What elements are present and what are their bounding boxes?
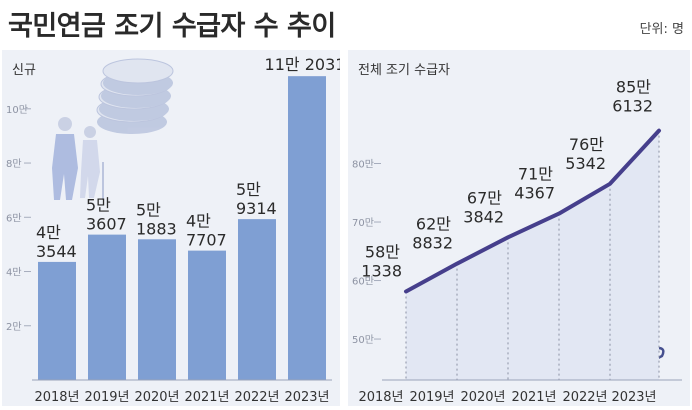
bar-value-label: 1883: [136, 219, 177, 238]
x-tick-label: 2023년: [611, 390, 656, 405]
y-tick-label: 10만: [6, 104, 28, 116]
bar-2022년: [238, 219, 276, 380]
point-value-label: 76만: [569, 135, 604, 154]
point-value-label: 6132: [612, 97, 653, 116]
bar-value-label: 3544: [36, 242, 77, 261]
total-recipients-line-chart: ₩50만60만70만80만58만13382018년62만88322019년67만…: [352, 78, 682, 405]
bar-value-label: 4만: [186, 212, 211, 231]
x-tick-label: 2020년: [460, 390, 505, 405]
point-value-label: 3842: [463, 207, 504, 226]
bar-2020년: [138, 239, 176, 380]
y-tick-label: 6만: [6, 212, 22, 224]
person-head: [84, 126, 96, 138]
x-tick-label: 2021년: [184, 390, 229, 405]
x-tick-label: 2018년: [34, 390, 79, 405]
bar-value-label: 3607: [86, 215, 127, 234]
y-tick-label: 2만: [6, 321, 22, 333]
x-tick-label: 2018년: [358, 390, 403, 405]
x-tick-label: 2020년: [134, 390, 179, 405]
point-value-label: 5342: [565, 154, 606, 173]
bar-value-label: 5만: [86, 196, 111, 215]
person-body: [80, 140, 100, 198]
new-recipients-panel: 신규 2만 4만 6만 8만 10만 4만 3544 2018년 5만 3607 2019년 5만 18…: [2, 50, 345, 406]
y-tick-label: 80만: [352, 159, 374, 171]
total-recipients-label: 전체 조기 수급자: [358, 63, 450, 78]
point-value-label: 58만: [365, 242, 400, 261]
bar-value-label: 5만: [236, 180, 261, 199]
bar-value-label: 4만: [36, 223, 61, 242]
y-tick-label: 8만: [6, 158, 22, 170]
y-tick-label: 60만: [352, 276, 374, 288]
new-recipients-bar-chart: 2만4만6만8만10만4만35442018년5만36072019년5만18832…: [6, 55, 345, 405]
point-value-label: 8832: [412, 234, 453, 253]
bar-value-label: 9314: [236, 199, 277, 218]
y-tick-label: 4만: [6, 267, 22, 279]
coin: [102, 58, 174, 84]
y-tick-label: 50만: [352, 334, 374, 346]
point-value-label: 71만: [518, 165, 553, 184]
unit-label: 단위: 명: [639, 22, 684, 37]
x-tick-label: 2021년: [511, 390, 556, 405]
person-head: [58, 117, 72, 131]
x-tick-label: 2023년: [284, 390, 329, 405]
point-value-label: 1338: [361, 261, 402, 280]
bar-value-label: 5만: [136, 200, 161, 219]
point-value-label: 4367: [514, 184, 555, 203]
person-body: [52, 134, 78, 200]
bar-2021년: [188, 250, 226, 380]
new-recipients-label: 신규: [12, 63, 36, 78]
page-title: 국민연금 조기 수급자 수 추이: [8, 11, 336, 42]
x-tick-label: 2019년: [409, 390, 454, 405]
bar-2019년: [88, 234, 126, 380]
elderly-couple-coins-icon: [52, 58, 174, 200]
x-tick-label: 2019년: [84, 390, 129, 405]
series-line: [404, 128, 661, 294]
bar-2018년: [38, 261, 76, 380]
y-tick-label: 70만: [352, 217, 374, 229]
x-tick-label: 2022년: [562, 390, 607, 405]
bar-2023년: [288, 76, 326, 380]
total-recipients-panel: 전체 조기 수급자 ₩50만60만70만80만58만13382018년62만88…: [348, 50, 690, 406]
point-value-label: 85만: [616, 78, 651, 97]
point-value-label: 67만: [467, 188, 502, 207]
x-tick-label: 2022년: [234, 390, 279, 405]
bar-value-label: 7707: [186, 231, 227, 250]
point-value-label: 62만: [416, 215, 451, 234]
bar-value-label: 11만 2031: [265, 55, 340, 74]
